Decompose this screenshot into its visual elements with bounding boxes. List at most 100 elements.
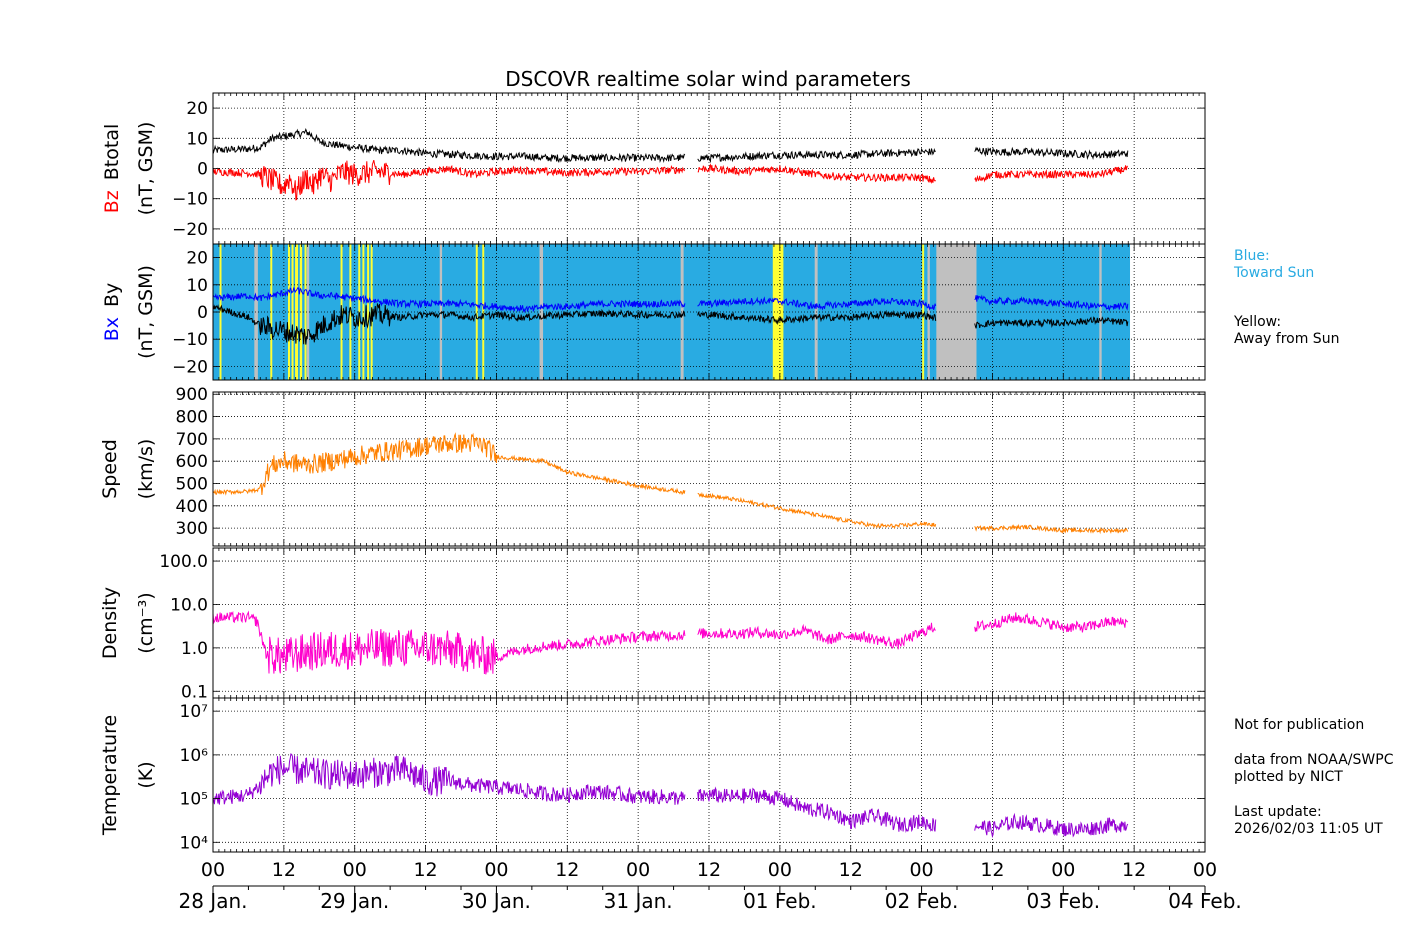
axis-label-bx: Bx [101, 317, 123, 341]
date-label: 01 Feb. [743, 889, 817, 913]
date-label: 28 Jan. [179, 889, 248, 913]
series-temperature [212, 753, 1129, 839]
axis-label-unit: (km/s) [135, 439, 157, 500]
axis-label-unit: (nT, GSM) [135, 122, 157, 216]
tick-label-y: 20 [186, 249, 208, 269]
note-data-source: data from NOAA/SWPC [1234, 752, 1394, 768]
date-label: 29 Jan. [320, 889, 389, 913]
series-bz [212, 159, 1129, 201]
axis-label-unit: (cm⁻³) [135, 592, 157, 653]
tick-label-y: 800 [176, 408, 208, 428]
axis-label-bz: Bz [101, 190, 123, 213]
chart-title: DSCOVR realtime solar wind parameters [505, 67, 911, 91]
sector-away-band [295, 244, 299, 380]
tick-label-x: 12 [839, 859, 863, 881]
series-bx [212, 286, 1129, 314]
panel-b: −20 −10 0 10 20 Bz Btotal (nT, GSM) [101, 92, 1206, 245]
sector-away-band [219, 244, 222, 380]
sector-away-band [304, 244, 307, 380]
panel-frame [212, 391, 1206, 547]
sector-nodata-band [439, 244, 443, 380]
sector-away-band [367, 244, 370, 380]
tick-label-x: 12 [1122, 859, 1146, 881]
tick-label-y: −10 [172, 330, 208, 350]
tick-label-x: 00 [484, 859, 508, 881]
tick-label-y: 500 [176, 475, 208, 495]
sector-nodata-band [1099, 244, 1102, 380]
tick-label-x: 00 [626, 859, 650, 881]
tick-label-x: 12 [272, 859, 296, 881]
date-label: 02 Feb. [885, 889, 959, 913]
tick-label-x: 00 [1051, 859, 1075, 881]
sector-nodata-band [539, 244, 544, 380]
legend-yellow-text: Away from Sun [1234, 331, 1340, 347]
tick-label-y: 400 [176, 497, 208, 517]
tick-label-y: 0 [197, 160, 208, 180]
note-last-update-value: 2026/02/03 11:05 UT [1234, 821, 1383, 837]
tick-label-x: 00 [768, 859, 792, 881]
date-label: 03 Feb. [1026, 889, 1100, 913]
series-btotal [212, 128, 1129, 164]
tick-label-x: 12 [413, 859, 437, 881]
sector-nodata-band [927, 244, 930, 380]
axis-label-density: Density [99, 587, 121, 659]
sector-away-band [475, 244, 478, 380]
tick-label-x: 12 [980, 859, 1004, 881]
axis-label-y-components: Bz Btotal [101, 124, 123, 214]
legend-blue-label: Blue: [1234, 248, 1270, 264]
sector-nodata-band [254, 244, 258, 380]
tick-label-y: −10 [172, 190, 208, 210]
note-not-for-publication: Not for publication [1234, 717, 1365, 733]
tick-label-y: 0 [197, 303, 208, 323]
tick-label-y: 100.0 [159, 552, 208, 572]
tick-label-y: 600 [176, 452, 208, 472]
date-label: 04 Feb. [1168, 889, 1242, 913]
legend-yellow-label: Yellow: [1234, 314, 1282, 330]
tick-label-y: 300 [176, 519, 208, 539]
series-speed [212, 432, 1129, 535]
tick-label-y: 700 [176, 430, 208, 450]
sector-away-band [922, 244, 925, 380]
tick-label-x: 00 [1193, 859, 1217, 881]
note-last-update-label: Last update: [1234, 804, 1322, 820]
axis-label-unit: (nT, GSM) [135, 265, 157, 359]
sector-away-band [772, 244, 784, 380]
tick-label-x: 12 [555, 859, 579, 881]
sector-away-band [349, 244, 352, 380]
legend-blue-text: Toward Sun [1234, 265, 1315, 281]
panel-temperature: 10⁴ 10⁵ 10⁶ 10⁷ Temperature (K) [99, 697, 1206, 853]
sector-nodata-band [306, 244, 310, 380]
axis-label-speed: Speed [99, 439, 121, 499]
tick-label-y: −20 [172, 220, 208, 240]
series-density [212, 610, 1129, 675]
sector-away-band [270, 244, 273, 380]
tick-label-y: 10 [186, 129, 208, 149]
tick-label-x: 00 [201, 859, 225, 881]
tick-label-x: 12 [697, 859, 721, 881]
axis-label-unit: (K) [135, 761, 157, 788]
axis-label-y-components: Bx By [101, 283, 123, 342]
series-by [212, 302, 1129, 345]
tick-label-x: 00 [909, 859, 933, 881]
tick-label-y: −20 [172, 357, 208, 377]
tick-label-y: 0.1 [181, 682, 208, 702]
tick-label-y: 10⁷ [180, 702, 209, 722]
date-label: 30 Jan. [462, 889, 531, 913]
axis-label-by: By [101, 283, 123, 307]
tick-label-y: 10 [186, 276, 208, 296]
tick-label-y: 1.0 [181, 639, 208, 659]
tick-label-y: 20 [186, 99, 208, 119]
sector-away-band [291, 244, 294, 380]
axis-label-temperature: Temperature [99, 715, 121, 836]
tick-label-x: 00 [343, 859, 367, 881]
tick-label-y: 10⁴ [180, 833, 209, 853]
tick-label-y: 10⁵ [180, 790, 208, 810]
panel-density: 0.1 1.0 10.0 100.0 Density (cm⁻³) [99, 547, 1206, 702]
panel-bxby: −20 −10 0 10 20 Bx By (nT, GSM) [101, 243, 1206, 381]
axis-label-btotal: Btotal [101, 124, 123, 180]
tick-label-y: 10⁶ [180, 746, 209, 766]
date-label: 31 Jan. [604, 889, 673, 913]
tick-label-y: 10.0 [170, 595, 208, 615]
